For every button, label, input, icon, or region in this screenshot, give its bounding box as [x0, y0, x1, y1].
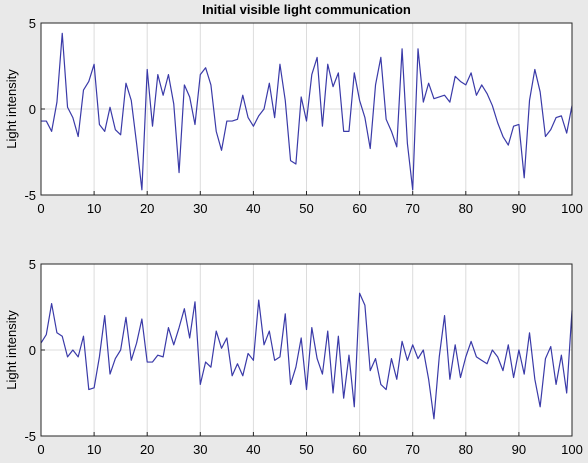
top-plot-y-tick-label: 5: [29, 16, 36, 31]
bottom-plot: 0 10 20 30 40 50 60 70 80 90 100-505 Light intensi…: [4, 257, 583, 457]
bottom-plot-x-tick-label: 40: [246, 442, 260, 457]
top-plot-x-tick-label: 70: [405, 201, 419, 216]
top-plot-x-tick-label: 50: [299, 201, 313, 216]
bottom-plot-x-tick-label: 10: [87, 442, 101, 457]
bottom-plot-x-tick-label: 60: [352, 442, 366, 457]
bottom-plot-x-tick-label: 100: [561, 442, 583, 457]
bottom-plot-x-tick-label: 90: [512, 442, 526, 457]
top-plot: 0 10 20 30 40 50 60 70 80 90 100-505 Initial visib…: [4, 2, 583, 216]
top-plot-x-tick-label: 20: [140, 201, 154, 216]
top-plot-x-tick-label: 30: [193, 201, 207, 216]
bottom-plot-series-line: [40, 292, 573, 420]
top-plot-line-group: [41, 32, 573, 191]
top-plot-x-tick-label: 40: [246, 201, 260, 216]
bottom-plot-line-group: [40, 292, 573, 420]
bottom-plot-y-tick-label: 5: [29, 257, 36, 272]
top-plot-x-tick-label: 90: [512, 201, 526, 216]
top-plot-x-tick-label: 100: [561, 201, 583, 216]
top-plot-x-tick-label: 60: [352, 201, 366, 216]
top-plot-y-axis-label: Light intensity: [4, 69, 19, 149]
bottom-plot-x-tick-label: 80: [459, 442, 473, 457]
top-plot-y-tick-label: -5: [24, 188, 36, 203]
bottom-plot-x-tick-label: 0: [37, 442, 44, 457]
bottom-plot-x-tick-label: 30: [193, 442, 207, 457]
top-plot-series-line: [41, 32, 573, 191]
top-plot-x-tick-label: 10: [87, 201, 101, 216]
top-plot-x-tick-label: 0: [37, 201, 44, 216]
bottom-plot-y-tick-label: -5: [24, 429, 36, 444]
top-plot-tick-labels: 0 10 20 30 40 50 60 70 80 90 100-505: [24, 16, 582, 216]
top-plot-x-tick-label: 80: [459, 201, 473, 216]
bottom-plot-x-tick-label: 70: [405, 442, 419, 457]
bottom-plot-y-axis-label: Light intensity: [4, 310, 19, 390]
bottom-plot-x-tick-label: 50: [299, 442, 313, 457]
bottom-plot-y-tick-label: 0: [29, 343, 36, 358]
bottom-plot-x-tick-label: 20: [140, 442, 154, 457]
bottom-plot-tick-labels: 0 10 20 30 40 50 60 70 80 90 100-505: [24, 257, 582, 457]
top-plot-y-tick-label: 0: [29, 102, 36, 117]
top-plot-title: Initial visible light communication: [202, 2, 411, 17]
